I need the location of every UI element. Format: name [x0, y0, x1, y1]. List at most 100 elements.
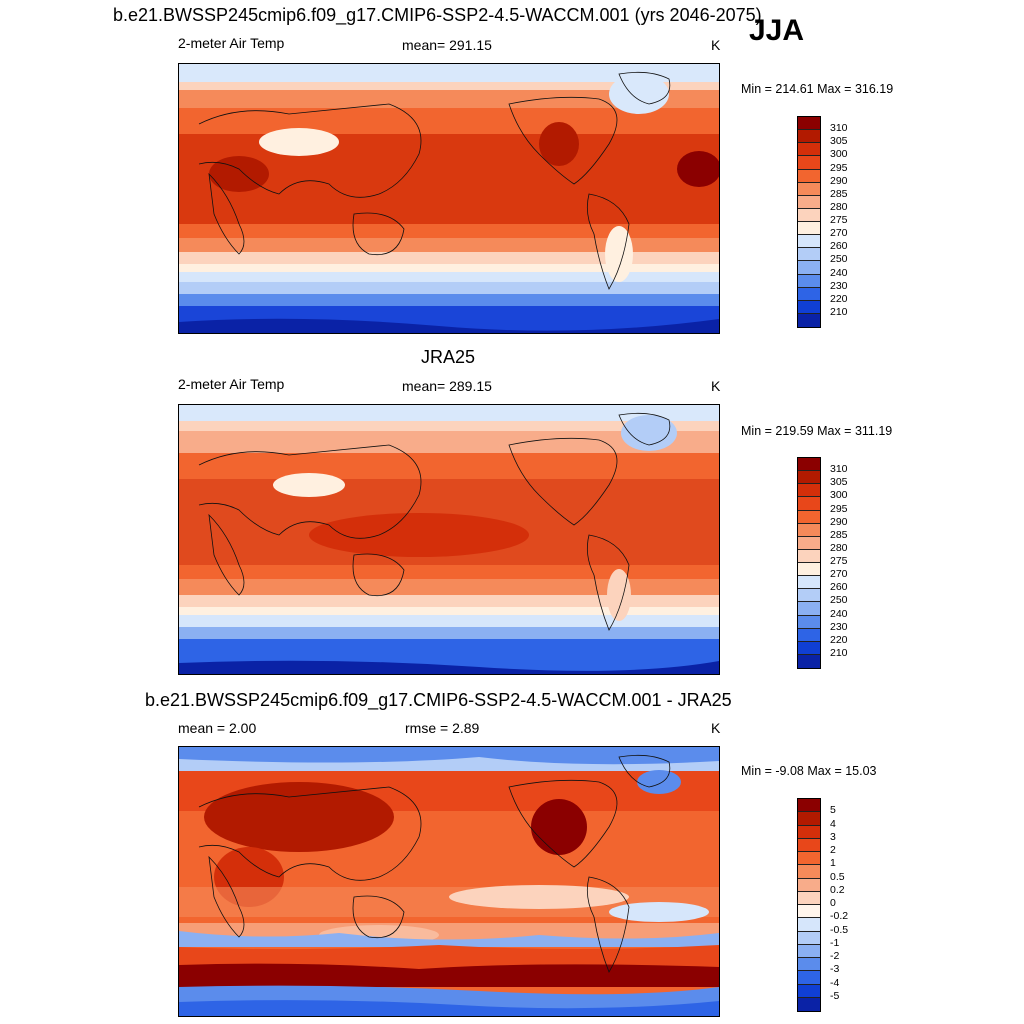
- colorbar-tick-label: 1: [830, 857, 836, 870]
- colorbar-tick-label: 305: [830, 476, 848, 489]
- panel3-units-label: K: [711, 720, 721, 736]
- colorbar-swatch: [798, 812, 820, 826]
- panel3-map: [178, 746, 720, 1017]
- colorbar-swatch: [798, 536, 820, 550]
- colorbar-tick-label: 275: [830, 214, 848, 226]
- colorbar-swatch: [798, 825, 820, 839]
- colorbar-swatch: [798, 918, 820, 932]
- colorbar-swatch: [798, 169, 820, 183]
- panel2-mean-label: mean= 289.15: [402, 378, 492, 394]
- panel3-rmse-label: rmse = 2.89: [405, 720, 480, 736]
- colorbar-tick-label: 260: [830, 240, 848, 253]
- season-label: JJA: [749, 14, 805, 47]
- colorbar-tick-label: 295: [830, 502, 848, 515]
- colorbar-swatch: [798, 235, 820, 249]
- colorbar-swatch: [798, 195, 820, 209]
- colorbar-tick-label: 240: [830, 266, 848, 279]
- colorbar-swatch: [798, 497, 820, 511]
- panel2-colorbar: [797, 457, 821, 669]
- colorbar-tick-label: -0.5: [830, 923, 849, 936]
- colorbar-swatch: [798, 484, 820, 498]
- colorbar-tick-label: 300: [830, 148, 848, 161]
- colorbar-swatch: [798, 563, 820, 577]
- panel1-minmax-label: Min = 214.61 Max = 316.19: [741, 82, 894, 96]
- colorbar-tick-label: 230: [830, 279, 848, 292]
- colorbar-swatch: [798, 130, 820, 144]
- colorbar-swatch: [798, 300, 820, 314]
- colorbar-tick-label: 4: [830, 817, 836, 830]
- colorbar-tick-label: -4: [830, 976, 840, 989]
- colorbar-tick-label: -2: [830, 950, 840, 962]
- colorbar-swatch: [798, 958, 820, 972]
- colorbar-swatch: [798, 156, 820, 170]
- colorbar-tick-label: 260: [830, 581, 848, 594]
- colorbar-swatch: [798, 549, 820, 563]
- colorbar-tick-label: -5: [830, 989, 840, 1002]
- colorbar-tick-label: 285: [830, 187, 848, 200]
- colorbar-tick-label: 270: [830, 227, 848, 240]
- colorbar-swatch: [798, 143, 820, 157]
- colorbar-tick-label: 2: [830, 844, 836, 856]
- colorbar-tick-label: 210: [830, 646, 848, 659]
- colorbar-swatch: [798, 997, 820, 1011]
- colorbar-swatch: [798, 261, 820, 275]
- colorbar-swatch: [798, 891, 820, 905]
- colorbar-swatch: [798, 852, 820, 866]
- colorbar-swatch: [798, 510, 820, 524]
- panel1-mean-label: mean= 291.15: [402, 37, 492, 53]
- colorbar-tick-label: 220: [830, 292, 848, 305]
- colorbar-tick-label: 5: [830, 804, 836, 817]
- colorbar-swatch: [798, 654, 820, 668]
- colorbar-tick-label: 305: [830, 135, 848, 148]
- colorbar-swatch: [798, 313, 820, 327]
- panel3-title: b.e21.BWSSP245cmip6.f09_g17.CMIP6-SSP2-4…: [145, 690, 732, 710]
- colorbar-swatch: [798, 971, 820, 985]
- panel3-colorbar: [797, 798, 821, 1012]
- colorbar-swatch: [798, 602, 820, 616]
- colorbar-tick-label: 230: [830, 620, 848, 633]
- panel1-colorbar: [797, 116, 821, 328]
- panel3-minmax-label: Min = -9.08 Max = 15.03: [741, 764, 877, 778]
- colorbar-swatch: [798, 117, 820, 131]
- panel2-minmax-label: Min = 219.59 Max = 311.19: [741, 424, 893, 438]
- colorbar-swatch: [798, 838, 820, 852]
- colorbar-tick-label: 270: [830, 568, 848, 581]
- colorbar-swatch: [798, 641, 820, 655]
- colorbar-swatch: [798, 878, 820, 892]
- colorbar-swatch: [798, 274, 820, 288]
- colorbar-swatch: [798, 208, 820, 222]
- panel2-map: [178, 404, 720, 675]
- colorbar-tick-label: 290: [830, 515, 848, 528]
- colorbar-tick-label: 290: [830, 174, 848, 187]
- colorbar-tick-label: 310: [830, 463, 848, 476]
- colorbar-swatch: [798, 799, 820, 813]
- colorbar-swatch: [798, 931, 820, 945]
- panel2-title: JRA25: [421, 347, 476, 367]
- colorbar-swatch: [798, 628, 820, 642]
- colorbar-swatch: [798, 222, 820, 236]
- colorbar-swatch: [798, 615, 820, 629]
- panel1-map: [178, 63, 720, 334]
- colorbar-tick-label: 310: [830, 122, 848, 135]
- colorbar-tick-label: 275: [830, 555, 848, 567]
- colorbar-swatch: [798, 182, 820, 196]
- colorbar-swatch: [798, 865, 820, 879]
- colorbar-swatch: [798, 523, 820, 537]
- panel1-units-label: K: [711, 37, 721, 53]
- panel2-variable-label: 2-meter Air Temp: [178, 376, 285, 392]
- colorbar-tick-label: -0.2: [830, 910, 849, 923]
- colorbar-tick-label: 0: [830, 897, 836, 909]
- colorbar-tick-label: 250: [830, 594, 848, 607]
- panel2-units-label: K: [711, 378, 721, 394]
- colorbar-tick-label: 280: [830, 541, 848, 554]
- colorbar-swatch: [798, 589, 820, 603]
- colorbar-swatch: [798, 944, 820, 958]
- colorbar-tick-label: 3: [830, 830, 836, 843]
- colorbar-tick-label: -3: [830, 963, 840, 976]
- colorbar-tick-label: 220: [830, 633, 848, 646]
- colorbar-swatch: [798, 576, 820, 590]
- colorbar-tick-label: 300: [830, 489, 848, 502]
- colorbar-swatch: [798, 905, 820, 919]
- colorbar-tick-label: 0.2: [830, 883, 845, 896]
- panel1-title: b.e21.BWSSP245cmip6.f09_g17.CMIP6-SSP2-4…: [113, 5, 762, 25]
